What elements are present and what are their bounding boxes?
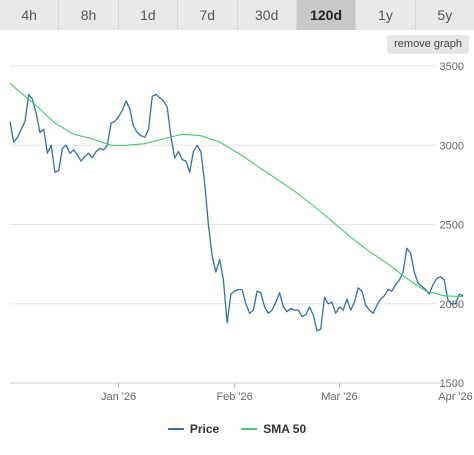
legend-item-price[interactable]: Price [167,422,220,436]
y-tick-label: 1500 [440,378,464,390]
x-tick-label: Apr '26 [438,391,473,403]
price-line [9,93,464,332]
y-tick-label: 3500 [440,61,464,73]
x-tick-label: Mar '26 [321,391,357,403]
range-tabs: 4h 8h 1d 7d 30d 120d 1y 5y [0,0,474,30]
tab-5y[interactable]: 5y [437,7,453,23]
legend-swatch-sma [241,428,258,430]
tab-1y[interactable]: 1y [356,0,416,30]
x-tick-label: Jan '26 [101,391,136,403]
price-chart: 1500 2000 2500 3000 3500 Jan '26 Feb '26 Mar '2… [9,61,473,403]
tab-7d[interactable]: 7d [178,0,238,30]
tab-1d[interactable]: 1d [119,0,179,30]
legend-item-sma[interactable]: SMA 50 [241,422,306,436]
legend-label-price: Price [189,422,220,436]
tab-30d[interactable]: 30d [238,0,297,30]
y-tick-label: 2000 [440,299,464,311]
tab-4h[interactable]: 4h [0,0,60,30]
chart-legend: Price SMA 50 [0,418,474,440]
y-tick-label: 2500 [440,220,464,232]
tab-8h[interactable]: 8h [59,0,119,30]
tab-120d[interactable]: 120d [296,0,357,30]
sma-50-line [9,82,464,298]
legend-swatch-price [167,428,184,430]
legend-label-sma: SMA 50 [263,422,307,436]
x-tick-label: Feb '26 [216,391,252,403]
y-tick-label: 3000 [440,140,464,152]
remove-graph-button[interactable]: remove graph [387,35,469,54]
